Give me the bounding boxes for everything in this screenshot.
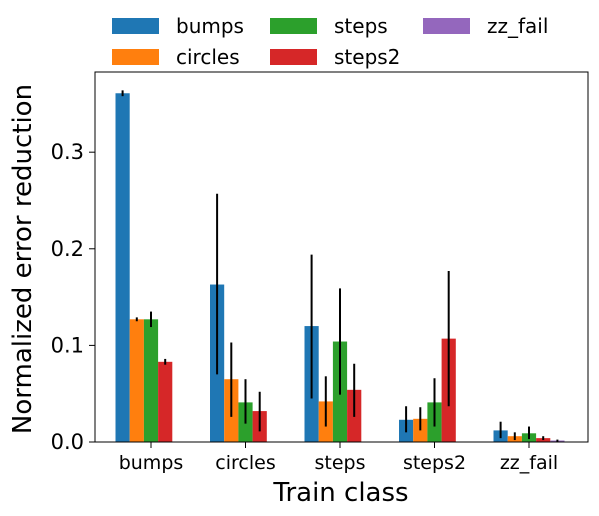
x-axis: bumps circles steps steps2 zz_fail: [119, 442, 558, 474]
legend-swatch-zz_fail: [423, 18, 470, 34]
plot-frame: [94, 71, 589, 443]
x-tick-label-steps2: steps2: [403, 452, 466, 474]
bar-circles-bumps: [129, 319, 144, 442]
x-axis-label: Train class: [272, 478, 408, 508]
y-tick-label-3: 0.3: [51, 140, 84, 164]
error-bars-layer: [121, 90, 559, 442]
bar-steps-bumps: [143, 319, 159, 442]
x-tick-label-bumps: bumps: [119, 452, 184, 474]
y-tick-label-1: 0.1: [51, 333, 84, 357]
legend-label-steps2: steps2: [334, 45, 400, 69]
legend-swatch-steps: [270, 18, 317, 34]
legend-label-circles: circles: [176, 45, 240, 69]
x-tick-label-steps: steps: [315, 452, 366, 474]
legend-label-zz_fail: zz_fail: [487, 14, 548, 38]
legend-label-bumps: bumps: [176, 14, 244, 38]
legend: bumps circles steps steps2 zz_fail: [112, 14, 548, 69]
y-tick-label-2: 0.2: [51, 237, 84, 261]
legend-swatch-steps2: [270, 49, 317, 65]
legend-label-steps: steps: [334, 14, 388, 38]
bar-steps2-bumps: [158, 361, 173, 442]
x-tick-label-circles: circles: [215, 452, 275, 474]
x-tick-label-zz_fail: zz_fail: [500, 452, 558, 474]
y-axis: 0.0 0.1 0.2 0.3: [51, 140, 95, 454]
legend-swatch-bumps: [112, 18, 159, 34]
legend-swatch-circles: [112, 49, 159, 65]
bar-bumps-bumps: [115, 93, 130, 442]
y-tick-label-0: 0.0: [51, 430, 84, 454]
y-axis-label: Normalized error reduction: [8, 84, 38, 434]
